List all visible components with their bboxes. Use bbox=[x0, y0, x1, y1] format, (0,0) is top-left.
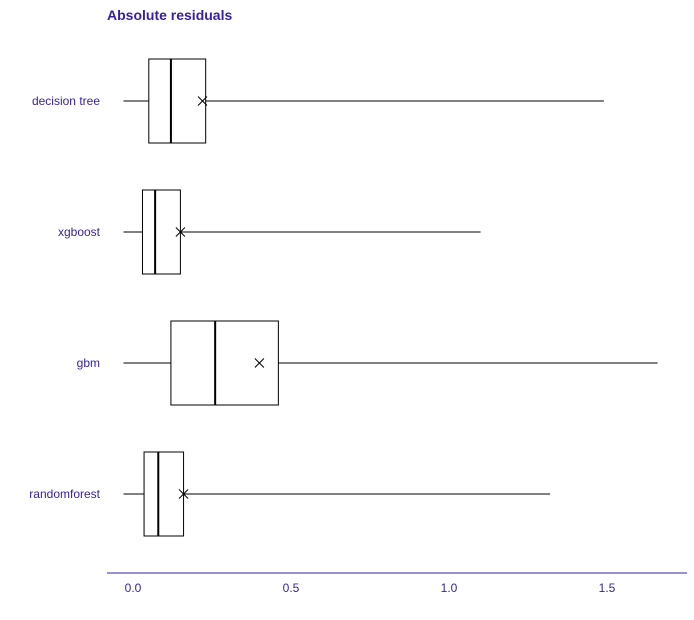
x-tick-label: 1.5 bbox=[599, 581, 616, 595]
box-group bbox=[123, 58, 604, 144]
x-tick-label: 1.0 bbox=[441, 581, 458, 595]
mean-marker bbox=[178, 489, 189, 499]
category-label: gbm bbox=[77, 356, 100, 370]
category-label: xgboost bbox=[58, 225, 101, 239]
iqr-box bbox=[148, 58, 207, 144]
box-group bbox=[123, 451, 551, 537]
mean-marker-stroke bbox=[197, 96, 208, 106]
mean-marker bbox=[197, 96, 208, 106]
x-axis-ticks: 0.0 0.5 1.0 1.5 bbox=[125, 581, 616, 595]
box-group bbox=[123, 320, 658, 406]
mean-marker-stroke bbox=[254, 358, 265, 368]
mean-marker-stroke bbox=[175, 227, 186, 237]
mean-marker bbox=[175, 227, 186, 237]
category-labels: decision tree xgboost gbm randomforest bbox=[29, 94, 100, 501]
iqr-box bbox=[143, 451, 185, 537]
category-label: decision tree bbox=[32, 94, 100, 108]
mean-marker-stroke bbox=[178, 489, 189, 499]
x-tick-label: 0.5 bbox=[283, 581, 300, 595]
box-group bbox=[123, 189, 481, 275]
category-label: randomforest bbox=[29, 487, 100, 501]
chart-title: Absolute residuals bbox=[107, 7, 233, 23]
mean-marker bbox=[254, 358, 265, 368]
x-tick-label: 0.0 bbox=[125, 581, 142, 595]
iqr-box bbox=[170, 320, 279, 406]
iqr-box bbox=[141, 189, 181, 275]
boxes-layer bbox=[123, 58, 658, 537]
